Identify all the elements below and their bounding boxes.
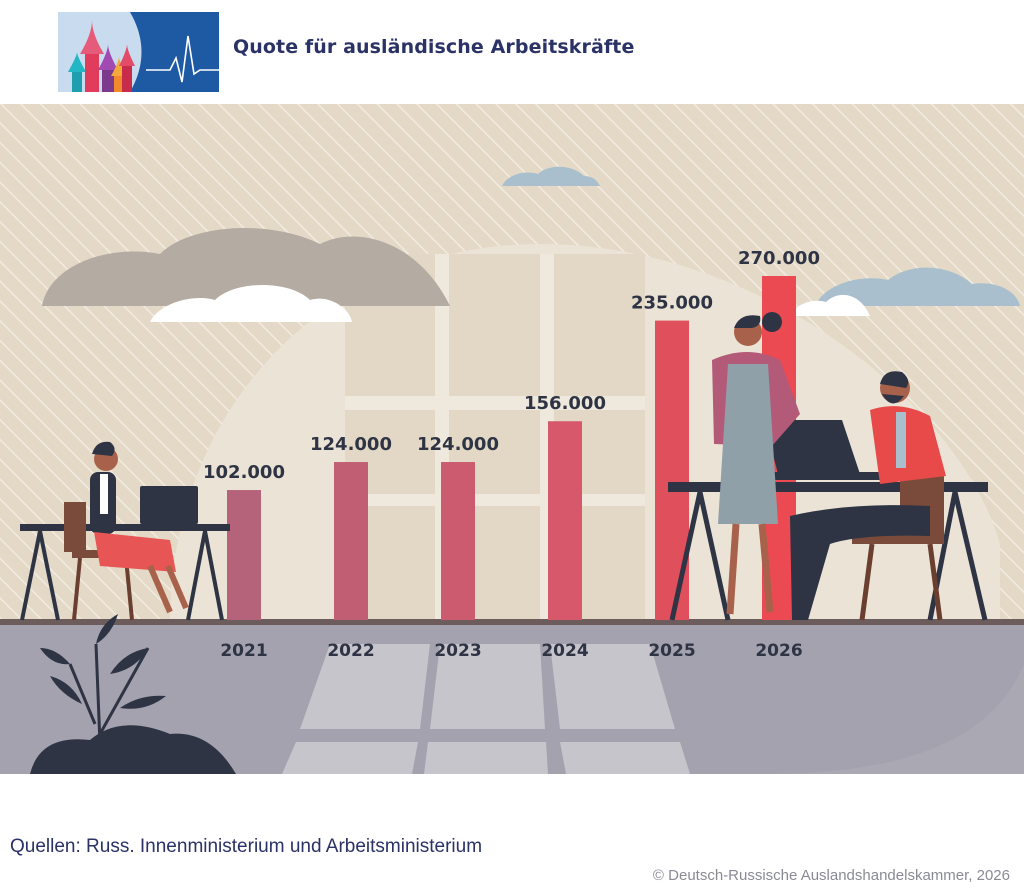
page-title: Quote für ausländische Arbeitskräfte bbox=[233, 36, 635, 58]
illustration-woman-left-desk bbox=[20, 441, 230, 621]
copyright-note: © Deutsch-Russische Auslandshandelskamme… bbox=[652, 867, 1010, 884]
cloud-large-gray bbox=[42, 227, 450, 322]
tick-label-2023: 2023 bbox=[434, 641, 481, 661]
bar-2024 bbox=[548, 421, 582, 620]
value-label-2026: 270.000 bbox=[738, 248, 820, 269]
tick-label-2026: 2026 bbox=[755, 641, 802, 661]
value-label-2022: 124.000 bbox=[310, 434, 392, 455]
kremlin-domes-heartbeat-logo-icon bbox=[58, 12, 219, 92]
value-label-2023: 124.000 bbox=[417, 434, 499, 455]
tick-label-2021: 2021 bbox=[220, 641, 267, 661]
source-note: Quellen: Russ. Innenministerium und Arbe… bbox=[10, 836, 483, 857]
illustration-right-desk bbox=[668, 312, 988, 621]
cloud-right bbox=[790, 267, 1020, 316]
value-label-2021: 102.000 bbox=[203, 462, 285, 483]
logo bbox=[58, 12, 219, 92]
cloud-small-top bbox=[502, 166, 600, 186]
floor-tiles bbox=[282, 644, 690, 774]
bar-chart: 102.000 124.000 124.000 156.000 235.000 270.0… bbox=[0, 104, 1024, 774]
year-labels-group: 2021 2022 2023 2024 2025 2026 bbox=[220, 641, 802, 661]
value-label-2025: 235.000 bbox=[631, 293, 713, 314]
bar-2022 bbox=[334, 462, 368, 620]
tick-label-2022: 2022 bbox=[327, 641, 374, 661]
illustration-plant bbox=[30, 614, 236, 774]
floor-line bbox=[0, 619, 1024, 625]
tick-label-2025: 2025 bbox=[648, 641, 695, 661]
tick-label-2024: 2024 bbox=[541, 641, 588, 661]
header: Quote für ausländische Arbeitskräfte bbox=[0, 0, 1024, 104]
value-labels-group: 102.000 124.000 124.000 156.000 235.000 270.0… bbox=[203, 248, 820, 483]
bar-2021 bbox=[227, 490, 261, 620]
chart-scene: 102.000 124.000 124.000 156.000 235.000 270.0… bbox=[0, 104, 1024, 774]
bar-2023 bbox=[441, 462, 475, 620]
value-label-2024: 156.000 bbox=[524, 393, 606, 414]
